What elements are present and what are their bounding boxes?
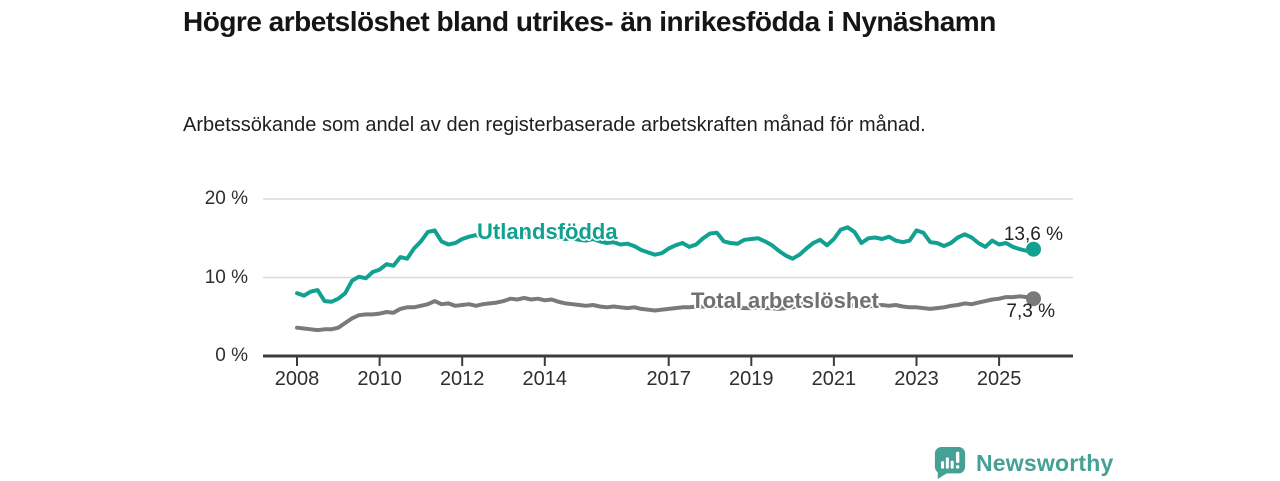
bar-chart-bubble-icon [934,446,966,480]
x-tick-label: 2010 [357,368,402,390]
newsworthy-wordmark: Newsworthy [976,449,1114,476]
series-end-dot [1026,291,1041,307]
x-tick-label: 2019 [729,368,774,390]
end-value-label-utlandsfodda: 13,6 % [1003,224,1063,245]
y-tick-label: 0 % [215,345,248,366]
series-label-total-arbetsloshet: Total arbetslöshet [691,288,879,313]
series-end-dot [1026,241,1041,257]
series-label-utlandsfodda: Utlandsfödda [477,219,618,244]
page-title: Högre arbetslöshet bland utrikes- än inr… [183,6,996,37]
y-tick-label: 20 % [204,188,248,209]
page-subtitle: Arbetssökande som andel av den registerb… [183,114,926,136]
series-line-total-arbetsloshet [295,294,1036,333]
x-tick-label: 2017 [646,368,691,390]
series-line-utlandsfodda [295,225,1036,304]
x-tick-label: 2021 [811,368,857,390]
x-tick-label: 2025 [976,368,1022,390]
x-tick-label: 2008 [274,368,320,390]
x-tick-label: 2014 [522,368,568,390]
x-tick-label: 2023 [894,368,939,390]
x-tick-label: 2012 [439,368,485,390]
end-value-label-total-arbetsloshet: 7,3 % [1006,301,1055,322]
newsworthy-logo[interactable]: Newsworthy [933,445,1113,481]
y-tick-label: 10 % [204,266,248,288]
